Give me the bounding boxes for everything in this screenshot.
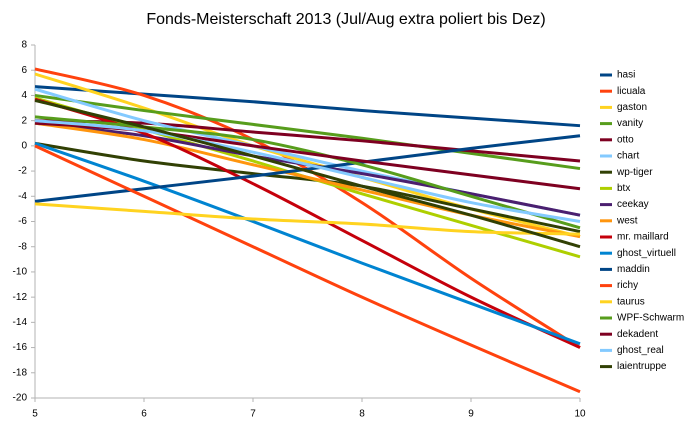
legend-label: hasi	[617, 70, 635, 81]
x-tick-label: 9	[468, 409, 474, 420]
y-tick-label: 0	[21, 140, 27, 151]
legend-label: licuala	[617, 86, 646, 97]
y-tick-label: -8	[18, 241, 27, 252]
y-tick-label: -16	[13, 342, 28, 353]
legend-label: btx	[617, 183, 630, 194]
y-tick-label: -14	[13, 317, 28, 328]
series-line	[34, 202, 581, 236]
series-line	[34, 141, 581, 234]
series-line	[34, 93, 581, 171]
legend-label: ceekay	[617, 199, 649, 210]
legend-label: chart	[617, 151, 639, 162]
legend-label: mr. maillard	[617, 232, 669, 243]
y-tick-label: -20	[13, 393, 28, 404]
series-line	[34, 141, 581, 346]
legend-label: WPF-Schwarm	[617, 313, 684, 324]
y-tick-label: -4	[18, 191, 27, 202]
y-tick-label: -10	[13, 267, 28, 278]
legend-label: maddin	[617, 264, 650, 275]
y-tick-label: -2	[18, 166, 27, 177]
legend-label: gaston	[617, 102, 647, 113]
legend-label: taurus	[617, 296, 645, 307]
legend-label: dekadent	[617, 329, 658, 340]
series-line	[34, 99, 581, 249]
y-tick-label: -12	[13, 292, 28, 303]
series-line	[34, 85, 581, 128]
y-tick-label: 6	[21, 65, 27, 76]
series-line	[34, 119, 581, 223]
y-tick-label: -18	[13, 367, 28, 378]
legend-label: laientruppe	[617, 361, 667, 372]
legend-label: otto	[617, 134, 634, 145]
series-line	[34, 144, 581, 394]
legend-label: ghost_real	[617, 345, 664, 356]
legend-label: ghost_virtuell	[617, 248, 676, 259]
x-tick-label: 8	[359, 409, 365, 420]
series-line	[34, 134, 581, 203]
y-tick-label: 4	[21, 90, 27, 101]
x-tick-label: 5	[32, 409, 38, 420]
x-tick-label: 7	[250, 409, 256, 420]
y-tick-label: 8	[21, 40, 27, 51]
series-line	[34, 115, 581, 230]
legend-label: west	[616, 215, 638, 226]
legend-label: richy	[617, 280, 638, 291]
y-tick-label: -6	[18, 216, 27, 227]
x-tick-label: 6	[141, 409, 147, 420]
chart-title: Fonds-Meisterschaft 2013 (Jul/Aug extra …	[146, 11, 545, 28]
legend-label: vanity	[617, 118, 643, 129]
x-tick-label: 10	[574, 409, 586, 420]
y-tick-label: 2	[21, 115, 27, 126]
legend-label: wp-tiger	[616, 167, 653, 178]
